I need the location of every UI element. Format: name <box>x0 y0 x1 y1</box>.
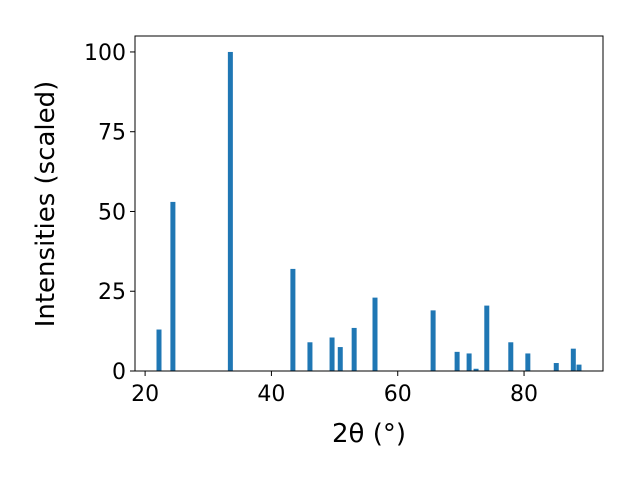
bar <box>576 364 582 371</box>
bar <box>329 337 335 371</box>
y-tick-label: 25 <box>98 280 126 305</box>
x-axis-label: 2θ (°) <box>332 419 406 449</box>
bar <box>430 310 436 371</box>
y-tick-label: 75 <box>98 121 126 146</box>
bar <box>290 268 296 371</box>
bar <box>484 305 490 371</box>
bar <box>553 363 559 371</box>
bar <box>170 201 176 371</box>
bar <box>156 329 162 371</box>
bar <box>466 353 472 371</box>
plot-frame <box>134 35 604 372</box>
x-tick-label: 60 <box>384 382 412 407</box>
bar <box>454 351 460 371</box>
bar <box>227 51 233 371</box>
y-axis-label: Intensities (scaled) <box>31 81 61 328</box>
y-tick-label: 50 <box>98 200 126 225</box>
x-tick-label: 20 <box>131 382 159 407</box>
bar <box>473 368 479 371</box>
bar <box>570 348 576 371</box>
y-tick-label: 100 <box>84 41 126 66</box>
x-tick-label: 40 <box>257 382 285 407</box>
bar <box>525 353 531 371</box>
x-tick-label: 80 <box>510 382 538 407</box>
bar <box>351 327 357 371</box>
y-tick-label: 0 <box>112 360 126 385</box>
bar <box>508 342 514 371</box>
bar <box>307 342 313 371</box>
bar <box>337 347 343 371</box>
bar <box>372 297 378 371</box>
